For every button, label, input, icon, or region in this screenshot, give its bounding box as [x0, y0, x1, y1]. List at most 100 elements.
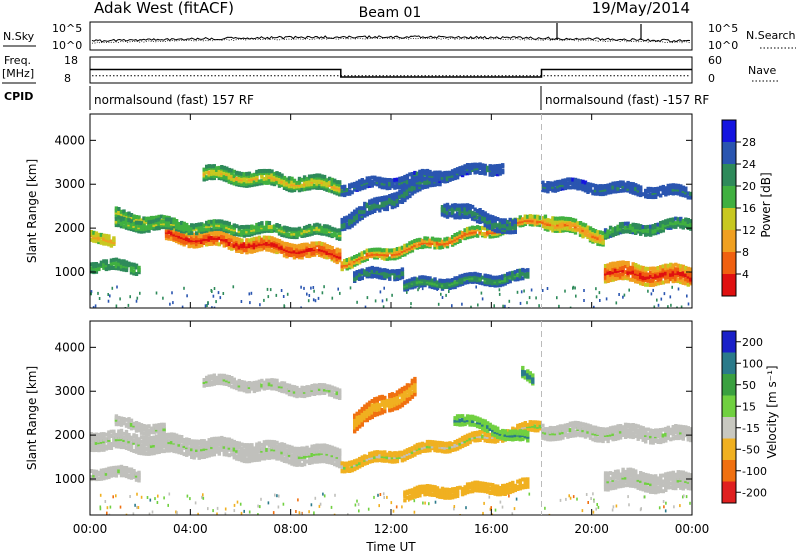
power-cell: [493, 304, 495, 307]
power-cell: [263, 299, 265, 302]
power-cell: [651, 292, 653, 295]
power-cell: [116, 305, 118, 308]
power-cell: [647, 290, 649, 293]
power-cell: [249, 292, 251, 295]
power-cell: [233, 285, 235, 288]
power-colorbar-label: 12: [742, 224, 756, 237]
power-cell: [575, 295, 577, 298]
power-cell: [661, 298, 663, 301]
power-cell: [436, 288, 438, 291]
power-cell: [499, 293, 501, 296]
power-cell: [626, 261, 629, 265]
power-cell: [308, 299, 310, 302]
nave-label: Nave: [748, 64, 776, 77]
power-cell: [417, 288, 419, 291]
power-cell: [300, 286, 302, 289]
power-cell: [658, 304, 660, 307]
power-cell: [218, 291, 220, 294]
power-cell: [315, 299, 317, 302]
power-cell: [276, 294, 278, 297]
power-colorbar-swatch: [722, 230, 736, 253]
power-cell: [529, 296, 531, 299]
power-colorbar-label: 16: [742, 202, 756, 215]
power-cell: [538, 304, 540, 307]
power-cell: [313, 290, 315, 293]
power-cell: [382, 299, 384, 302]
power-cell: [356, 301, 358, 304]
power-cell: [313, 286, 315, 289]
power-cell: [139, 292, 141, 295]
power-cell: [391, 294, 393, 297]
power-cell: [214, 287, 216, 290]
freq-label-line2: [MHz]: [2, 67, 34, 80]
power-colorbar-label: 20: [742, 180, 756, 193]
power-cell: [542, 289, 544, 292]
power-cell: [213, 295, 215, 298]
power-cell: [656, 299, 658, 302]
power-cell: [309, 294, 311, 297]
power-cell: [112, 287, 114, 290]
power-cell: [190, 231, 193, 235]
power-cell: [303, 287, 305, 290]
power-cell: [670, 304, 672, 307]
velocity-cell: [338, 449, 341, 453]
power-cell: [440, 293, 442, 296]
power-cell: [596, 295, 598, 298]
power-cell: [572, 287, 574, 290]
power-cell: [556, 296, 558, 299]
power-cell: [482, 297, 484, 300]
power-cell: [583, 299, 585, 302]
noise-right-label: N.Search: [746, 29, 796, 42]
power-colorbar-swatch: [722, 208, 736, 231]
power-cell: [671, 286, 673, 289]
power-cell: [501, 169, 504, 173]
power-cell: [547, 287, 549, 290]
power-cell: [97, 292, 99, 295]
power-cell: [504, 305, 506, 308]
power-cell: [639, 185, 642, 189]
power-cell: [281, 289, 283, 292]
power-cell: [544, 215, 547, 219]
power-cell: [670, 295, 672, 298]
beam-label: Beam 01: [359, 5, 422, 21]
power-cell: [558, 305, 560, 308]
power-cell: [172, 301, 174, 304]
power-cell: [684, 187, 687, 191]
noise-right-tick-bottom: 10^0: [708, 39, 738, 52]
power-cell: [137, 266, 140, 270]
power-cell: [109, 294, 111, 297]
power-cell: [223, 292, 225, 295]
power-cell: [622, 296, 624, 299]
power-cell: [205, 304, 207, 307]
power-cell: [95, 304, 97, 307]
power-cell: [116, 286, 118, 289]
power-colorbar-label: 28: [742, 136, 756, 149]
nave-tick-bottom: 0: [708, 72, 715, 85]
velocity-heatmap: [90, 366, 693, 517]
velocity-cell: [162, 423, 165, 427]
freq-tick-top: 18: [64, 54, 78, 67]
power-cell: [306, 293, 308, 296]
power-cell: [313, 298, 315, 301]
power-cell: [422, 287, 424, 290]
power-cell: [207, 301, 209, 304]
power-cell: [240, 238, 243, 242]
power-cell: [90, 292, 92, 295]
power-cell: [442, 296, 444, 299]
power-cell: [338, 249, 341, 253]
power-cell: [136, 300, 138, 303]
power-cell: [322, 291, 324, 294]
power-cell: [526, 301, 528, 304]
power-cell: [137, 297, 139, 300]
cpid-label: CPID: [4, 90, 33, 103]
power-ytick-label: 4000: [54, 133, 85, 147]
power-cell: [332, 297, 334, 300]
power-cell: [448, 290, 450, 293]
power-cell: [380, 290, 382, 293]
power-ytick-label: 2000: [54, 221, 85, 235]
power-cell: [337, 288, 339, 291]
power-colorbar-label: 8: [742, 246, 749, 259]
power-cell: [206, 304, 208, 307]
date-label: 19/May/2014: [592, 0, 690, 17]
